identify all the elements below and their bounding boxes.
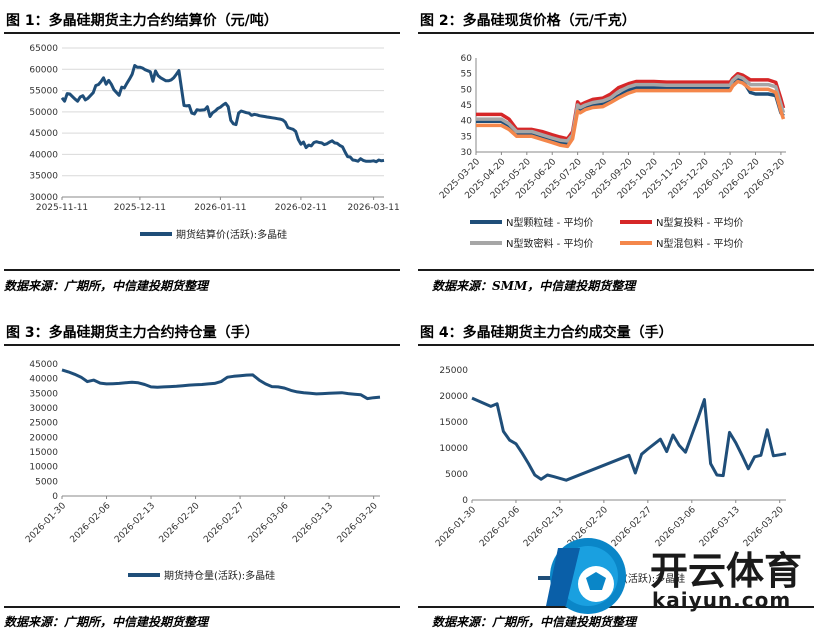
y-tick-label: 60000 xyxy=(29,65,58,75)
chart4-title-rule xyxy=(418,344,814,346)
y-tick-label: 0 xyxy=(462,496,468,506)
legend-label: N型致密料 - 平均价 xyxy=(506,237,593,250)
x-tick-label: 2026-03-13 xyxy=(291,501,335,545)
series-line xyxy=(60,64,385,164)
x-tick-label: 2026-02-06 xyxy=(69,501,113,545)
legend-label: 期货持仓量(活跃):多晶硅 xyxy=(164,569,275,582)
chart2-bottom-rule xyxy=(418,269,814,271)
chart3-title: 图 3：多晶硅期货主力合约持仓量（手） xyxy=(6,325,259,341)
y-tick-label: 55000 xyxy=(29,87,58,97)
chart2-plot: 303540455055602025-03-202025-04-202025-0… xyxy=(438,54,787,250)
x-tick-label: 2026-01-30 xyxy=(24,501,68,545)
chart1-title: 图 1：多晶硅期货主力合约结算价（元/吨） xyxy=(6,13,278,29)
y-tick-label: 40000 xyxy=(29,375,58,385)
chart2-source: 数据来源：SMM，中信建投期货整理 xyxy=(432,279,636,293)
x-tick-label: 2026-02-06 xyxy=(478,505,522,549)
chart4-source: 数据来源：广期所，中信建投期货整理 xyxy=(432,615,637,629)
y-tick-label: 5000 xyxy=(445,470,468,480)
x-tick-label: 2026-02-11 xyxy=(275,203,327,213)
chart3-plot: 0 5000 10000 15000 20000 25000 30000 35000 40000… xyxy=(24,360,381,582)
x-tick-label: 2025-11-11 xyxy=(36,203,88,213)
y-tick-label: 45000 xyxy=(29,360,58,370)
legend-label: N型复投料 - 平均价 xyxy=(656,216,743,229)
chart1-plot: 30000 35000 40000 45000 50000 55000 60000 65000… xyxy=(29,44,399,241)
series-line xyxy=(61,368,381,401)
chart3-bottom-rule xyxy=(4,606,400,608)
y-tick-label: 40 xyxy=(461,117,473,127)
chart4-title: 图 4：多晶硅期货主力合约成交量（手） xyxy=(420,325,673,341)
y-tick-label: 35000 xyxy=(29,172,58,182)
x-tick-label: 2026-02-13 xyxy=(113,501,157,545)
series-line xyxy=(476,71,786,141)
series-line xyxy=(476,76,785,146)
series-line xyxy=(471,396,787,482)
y-tick-label: 15000 xyxy=(29,448,58,458)
y-tick-label: 20000 xyxy=(439,392,468,402)
y-tick-label: 10000 xyxy=(439,444,468,454)
chart1-title-rule xyxy=(4,32,400,34)
y-tick-label: 0 xyxy=(52,492,58,502)
y-tick-label: 40000 xyxy=(29,150,58,160)
y-tick-label: 35 xyxy=(461,132,472,142)
y-tick-label: 15000 xyxy=(439,418,468,428)
legend-label: N型混包料 - 平均价 xyxy=(656,237,743,250)
y-tick-label: 10000 xyxy=(29,463,58,473)
y-tick-label: 30 xyxy=(461,148,473,158)
watermark-logo-icon xyxy=(546,538,626,614)
y-tick-label: 20000 xyxy=(29,433,58,443)
y-tick-label: 35000 xyxy=(29,389,58,399)
y-tick-label: 25000 xyxy=(29,419,58,429)
series-line xyxy=(476,79,786,149)
x-tick-label: 2026-03-11 xyxy=(347,203,399,213)
x-tick-label: 2026-02-27 xyxy=(202,501,246,545)
y-tick-label: 55 xyxy=(461,70,472,80)
y-tick-label: 45000 xyxy=(29,129,58,139)
x-tick-label: 2026-03-06 xyxy=(247,501,291,545)
x-tick-label: 2026-02-20 xyxy=(158,501,202,545)
chart1-source: 数据来源：广期所，中信建投期货整理 xyxy=(4,279,209,293)
y-tick-label: 50000 xyxy=(29,108,58,118)
y-tick-label: 30000 xyxy=(29,193,58,203)
y-tick-label: 30000 xyxy=(29,404,58,414)
chart4-bottom-rule xyxy=(418,606,814,608)
watermark-url: kaiyun.com xyxy=(652,588,792,612)
y-tick-label: 65000 xyxy=(29,44,58,54)
legend-label: N型颗粒硅 - 平均价 xyxy=(506,216,593,229)
watermark: 开云体育 kaiyun.com xyxy=(540,528,812,620)
y-tick-label: 60 xyxy=(461,54,473,64)
chart3-source: 数据来源：广期所，中信建投期货整理 xyxy=(4,615,209,629)
y-tick-label: 5000 xyxy=(35,477,58,487)
y-tick-label: 25000 xyxy=(439,366,468,376)
y-tick-label: 50 xyxy=(461,85,473,95)
chart1-bottom-rule xyxy=(4,269,400,271)
chart3-title-rule xyxy=(4,344,400,346)
watermark-brand: 开云体育 xyxy=(650,549,803,593)
x-tick-label: 2026-01-11 xyxy=(194,203,246,213)
legend-label: 期货结算价(活跃):多晶硅 xyxy=(176,228,287,241)
chart2-title-rule xyxy=(418,32,814,34)
y-tick-label: 45 xyxy=(461,101,472,111)
series-line xyxy=(476,74,786,143)
x-tick-label: 2026-01-30 xyxy=(434,505,478,549)
x-tick-label: 2025-12-11 xyxy=(114,203,166,213)
chart2-title: 图 2：多晶硅现货价格（元/千克） xyxy=(420,13,636,29)
x-tick-label: 2026-03-20 xyxy=(336,501,380,545)
